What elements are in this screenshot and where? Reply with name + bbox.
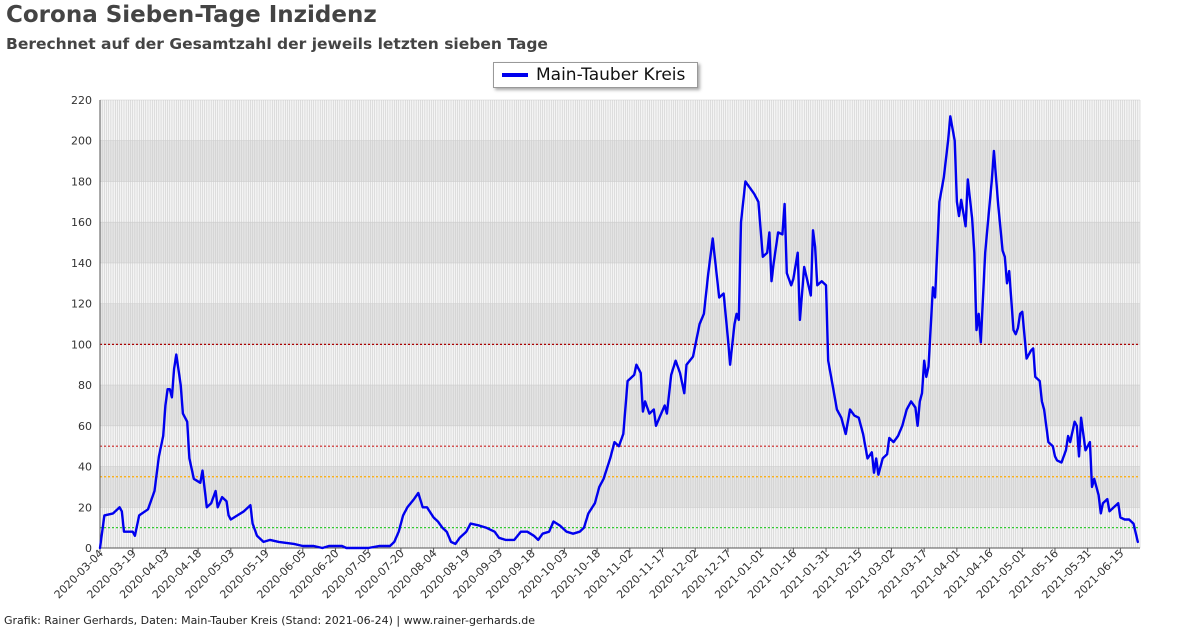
series-line — [98, 115, 1140, 550]
chart-legend: Main-Tauber Kreis — [493, 62, 699, 88]
y-tick-label: 20 — [78, 501, 92, 514]
legend-label: Main-Tauber Kreis — [536, 65, 686, 85]
grid-band — [100, 303, 1140, 345]
chart-footer: Grafik: Rainer Gerhards, Daten: Main-Tau… — [4, 614, 536, 627]
legend-swatch — [502, 73, 528, 77]
y-tick-label: 120 — [71, 298, 92, 311]
y-tick-label: 200 — [71, 135, 92, 148]
grid-band — [100, 140, 1140, 182]
y-tick-label: 220 — [71, 94, 92, 107]
y-tick-label: 80 — [78, 379, 92, 392]
y-tick-label: 0 — [85, 542, 92, 555]
grid-band — [100, 385, 1140, 426]
y-tick-label: 180 — [71, 175, 92, 188]
grid-band — [100, 222, 1140, 263]
y-tick-label: 160 — [71, 216, 92, 229]
chart-subtitle: Berechnet auf der Gesamtzahl der jeweils… — [6, 35, 548, 53]
y-tick-label: 60 — [78, 420, 92, 433]
chart-title: Corona Sieben-Tage Inzidenz — [6, 2, 377, 28]
y-tick-label: 100 — [71, 338, 92, 351]
grid-band — [100, 466, 1140, 508]
y-tick-label: 40 — [78, 461, 92, 474]
y-tick-label: 140 — [71, 257, 92, 270]
